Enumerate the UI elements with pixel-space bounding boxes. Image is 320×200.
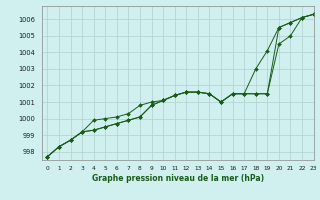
X-axis label: Graphe pression niveau de la mer (hPa): Graphe pression niveau de la mer (hPa): [92, 174, 264, 183]
